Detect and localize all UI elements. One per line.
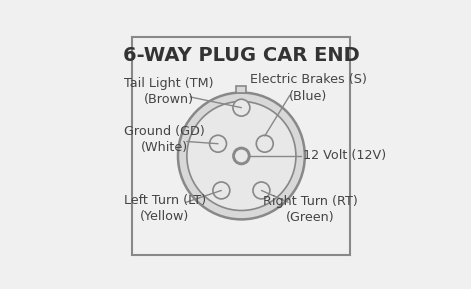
Circle shape [178,92,305,219]
Circle shape [233,99,250,116]
Circle shape [210,135,227,152]
Circle shape [213,182,230,199]
Text: Electric Brakes (S)
(Blue): Electric Brakes (S) (Blue) [250,73,366,103]
Text: Ground (GD)
(White): Ground (GD) (White) [124,125,205,154]
Bar [236,86,246,93]
Text: Left Turn (LT)
(Yellow): Left Turn (LT) (Yellow) [123,194,206,223]
Text: 6-WAY PLUG CAR END: 6-WAY PLUG CAR END [123,46,360,65]
Circle shape [187,101,296,210]
Text: 12 Volt (12V): 12 Volt (12V) [302,149,386,162]
Text: Tail Light (TM)
(Brown): Tail Light (TM) (Brown) [124,77,214,106]
Circle shape [234,149,249,163]
Text: Right Turn (RT)
(Green): Right Turn (RT) (Green) [263,194,358,224]
Circle shape [253,182,270,199]
Circle shape [233,147,250,164]
Circle shape [256,135,273,152]
